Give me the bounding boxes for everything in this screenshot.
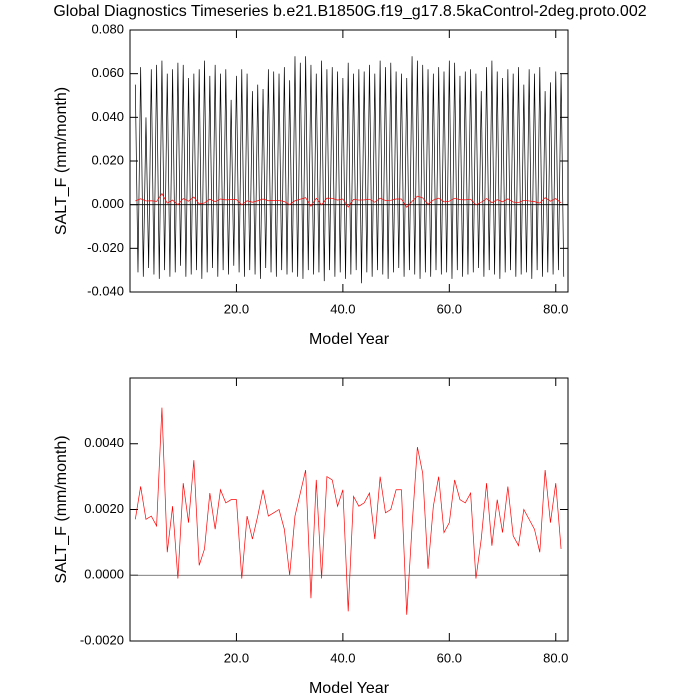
y-tick-label: 0.080 bbox=[91, 21, 124, 36]
y-axis-label: SALT_F (mm/month) bbox=[53, 435, 70, 583]
x-tick-label: 80.0 bbox=[543, 650, 568, 665]
data-line bbox=[134, 407, 562, 615]
x-tick-label: 20.0 bbox=[224, 301, 249, 316]
y-tick-label: 0.0000 bbox=[84, 567, 124, 582]
x-tick-label: 20.0 bbox=[224, 650, 249, 665]
x-tick-label: 60.0 bbox=[437, 650, 462, 665]
y-tick-label: 0.0020 bbox=[84, 501, 124, 516]
x-tick-label: 60.0 bbox=[437, 301, 462, 316]
plot-frame bbox=[129, 29, 569, 293]
y-tick-label: -0.040 bbox=[87, 283, 124, 298]
x-axis-label: Model Year bbox=[309, 331, 390, 348]
y-tick-label: 0.040 bbox=[91, 109, 124, 124]
chart-title: Global Diagnostics Timeseries b.e21.B185… bbox=[53, 3, 646, 20]
x-tick-label: 40.0 bbox=[330, 301, 355, 316]
x-tick-label: 80.0 bbox=[543, 301, 568, 316]
data-line bbox=[135, 192, 562, 208]
x-axis-label: Model Year bbox=[309, 680, 390, 697]
y-tick-label: 0.000 bbox=[91, 196, 124, 211]
y-tick-label: -0.020 bbox=[87, 240, 124, 255]
data-line bbox=[134, 56, 565, 284]
y-tick-label: -0.0020 bbox=[80, 632, 124, 647]
x-tick-label: 40.0 bbox=[330, 650, 355, 665]
y-tick-label: 0.0040 bbox=[84, 435, 124, 450]
y-axis-label: SALT_F (mm/month) bbox=[53, 87, 70, 235]
y-tick-label: 0.060 bbox=[91, 65, 124, 80]
y-tick-label: 0.020 bbox=[91, 152, 124, 167]
